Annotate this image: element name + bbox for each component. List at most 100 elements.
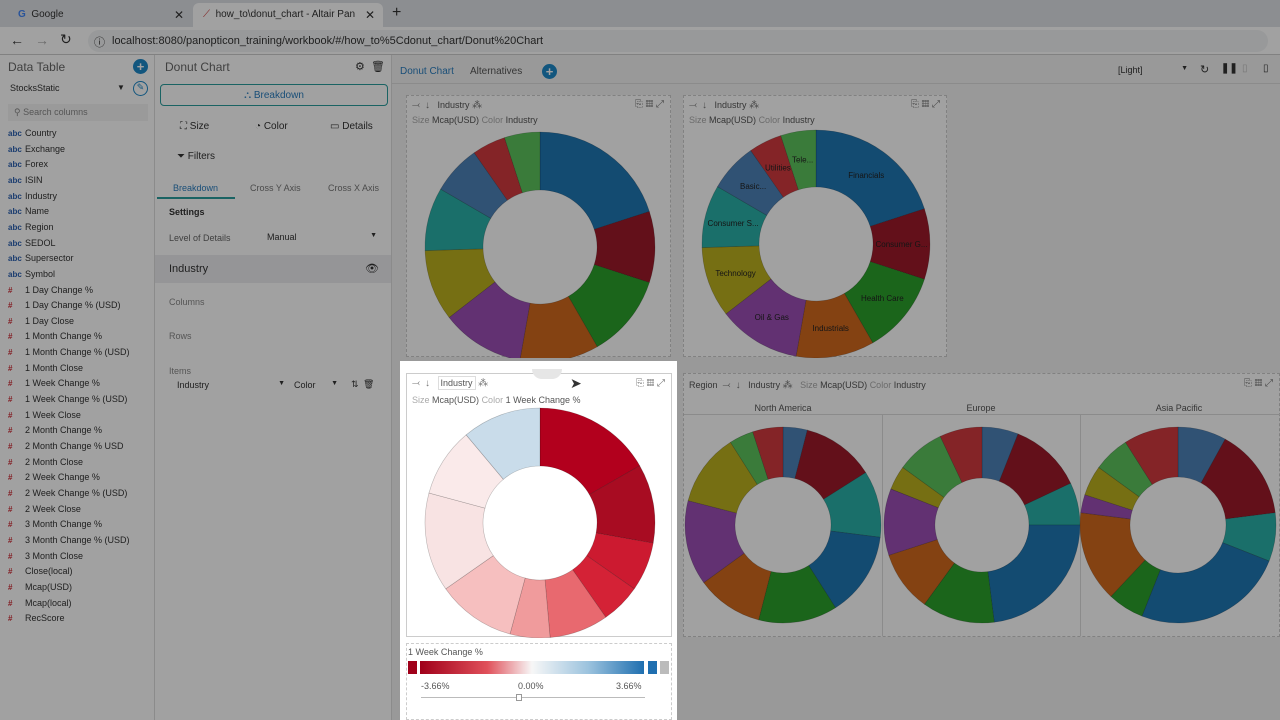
- new-tab-button[interactable]: +: [392, 4, 402, 21]
- color-field[interactable]: 1 Week Change %: [505, 395, 581, 405]
- donut-slice[interactable]: [1098, 441, 1153, 498]
- column-item[interactable]: # RecScore: [8, 613, 65, 623]
- breakdown-field[interactable]: Industry: [437, 100, 470, 110]
- expand-icon[interactable]: ⤢: [656, 99, 664, 110]
- donut-slice[interactable]: [424, 492, 494, 590]
- document-icon[interactable]: ▯: [1242, 63, 1248, 74]
- donut-slice[interactable]: [593, 211, 656, 283]
- table-icon[interactable]: ▦: [1254, 378, 1263, 389]
- column-item[interactable]: # Mcap(USD): [8, 582, 72, 592]
- color-field[interactable]: Industry: [893, 380, 926, 390]
- column-item[interactable]: #2 Month Change % USD: [8, 441, 124, 451]
- table-icon[interactable]: ▦: [646, 378, 655, 389]
- color-field[interactable]: Industry: [505, 115, 538, 125]
- scatter-icon[interactable]: ⁂: [749, 100, 760, 111]
- donut-slice[interactable]: [445, 555, 526, 635]
- donut-slice[interactable]: [815, 129, 925, 227]
- column-item[interactable]: abc Country: [8, 128, 57, 138]
- donut-slice[interactable]: [890, 466, 945, 509]
- tab-active[interactable]: ⟋ how_to\donut_chart - Altair Pan ✕: [193, 3, 383, 27]
- edit-icon[interactable]: ✎: [133, 81, 148, 96]
- column-item[interactable]: #2 Month Close: [8, 457, 83, 467]
- forward-icon[interactable]: →: [35, 32, 49, 48]
- tab-cross-y-axis[interactable]: Cross Y Axis: [250, 183, 301, 193]
- donut-slice[interactable]: [465, 407, 541, 480]
- expand-icon[interactable]: ⤢: [657, 378, 665, 389]
- theme-select[interactable]: [Light] ▼: [1118, 65, 1188, 75]
- size-field[interactable]: Mcap(USD): [432, 115, 480, 125]
- column-item[interactable]: #1 Week Change %: [8, 378, 100, 388]
- cross-x-icon[interactable]: ⤙: [412, 378, 420, 389]
- cross-x-icon[interactable]: ⤙: [412, 100, 420, 111]
- column-item[interactable]: #3 Month Change %: [8, 519, 102, 529]
- donut-slice[interactable]: [782, 426, 808, 479]
- trash-icon[interactable]: 🗑: [371, 61, 385, 73]
- expand-icon[interactable]: ⤢: [932, 99, 940, 110]
- tab-donut-chart[interactable]: Donut Chart: [400, 66, 454, 77]
- column-item[interactable]: #1 Month Change %: [8, 331, 102, 341]
- add-tab-button[interactable]: +: [542, 64, 557, 79]
- focused-donut-panel[interactable]: ⤙ ↓ Industry ⁂ Size Mcap(USD) Color 1 We…: [400, 361, 677, 720]
- donut-slice[interactable]: [1141, 542, 1270, 624]
- add-data-table-button[interactable]: +: [133, 59, 148, 74]
- donut-slice[interactable]: [750, 135, 799, 198]
- donut-slice[interactable]: [539, 131, 650, 230]
- donut-slice[interactable]: [780, 129, 817, 191]
- breakdown-field[interactable]: Industry: [748, 380, 781, 390]
- chevron-down-icon[interactable]: ▼: [117, 83, 125, 92]
- donut-slice[interactable]: [823, 472, 882, 538]
- expand-icon[interactable]: ⤢: [1265, 378, 1273, 389]
- column-item[interactable]: #1 Day Close: [8, 316, 74, 326]
- filters-button[interactable]: ⏷ Filters: [177, 151, 216, 162]
- size-field[interactable]: Mcap(USD): [820, 380, 868, 390]
- column-item[interactable]: #1 Month Change % (USD): [8, 347, 130, 357]
- donut-slice[interactable]: [473, 137, 523, 201]
- color-button[interactable]: ◔ Color: [255, 121, 288, 132]
- color-field[interactable]: Industry: [782, 115, 815, 125]
- export-icon[interactable]: ⎘: [634, 99, 643, 110]
- donut-slice[interactable]: [567, 264, 650, 348]
- donut-slice[interactable]: [752, 426, 784, 480]
- cross-y-icon[interactable]: ↓: [425, 378, 431, 389]
- donut-panel-regions[interactable]: Region ⤙ ↓ Industry ⁂ Size Mcap(USD) Col…: [683, 373, 1280, 637]
- column-item[interactable]: abc ISIN: [8, 175, 43, 185]
- breakdown-button[interactable]: ⛬ Breakdown: [160, 84, 388, 106]
- column-item[interactable]: #2 Week Close: [8, 504, 81, 514]
- donut-slice[interactable]: [1222, 512, 1277, 562]
- column-item[interactable]: # Close(local): [8, 566, 73, 576]
- donut-slice[interactable]: [544, 569, 607, 638]
- search-input[interactable]: ⚲ Search columns: [8, 104, 148, 121]
- donut-slice[interactable]: [883, 488, 939, 556]
- column-item[interactable]: abc SEDOL: [8, 238, 56, 248]
- export-icon[interactable]: ⎘: [910, 99, 919, 110]
- column-item[interactable]: abc Name: [8, 206, 49, 216]
- donut-slice[interactable]: [888, 539, 955, 605]
- donut-slice[interactable]: [1200, 438, 1276, 520]
- column-item[interactable]: #2 Month Change %: [8, 425, 102, 435]
- donut-slice[interactable]: [684, 500, 745, 584]
- column-item[interactable]: abc Exchange: [8, 144, 65, 154]
- details-button[interactable]: ▭ Details: [330, 121, 373, 132]
- donut-slice[interactable]: [1177, 426, 1226, 484]
- column-item[interactable]: #2 Week Change %: [8, 472, 100, 482]
- column-item[interactable]: #1 Month Close: [8, 363, 83, 373]
- column-item[interactable]: #2 Week Change % (USD): [8, 488, 127, 498]
- cross-y-icon[interactable]: ↓: [702, 100, 708, 111]
- donut-slice[interactable]: [1125, 426, 1179, 485]
- donut-slice[interactable]: [939, 426, 983, 483]
- close-icon[interactable]: ✕: [364, 8, 375, 22]
- legend-slider-handle[interactable]: [516, 694, 522, 701]
- table-icon[interactable]: ▦: [921, 99, 930, 110]
- donut-slice[interactable]: [504, 131, 541, 194]
- donut-slice[interactable]: [703, 552, 772, 621]
- donut-slice[interactable]: [424, 248, 496, 318]
- column-item[interactable]: #1 Day Change %: [8, 285, 93, 295]
- donut-slice[interactable]: [717, 150, 784, 216]
- export-icon[interactable]: ⎘: [1243, 378, 1252, 389]
- column-item[interactable]: # Mcap(local): [8, 598, 72, 608]
- donut-slice[interactable]: [923, 562, 995, 624]
- size-button[interactable]: ⛶ Size: [180, 121, 210, 132]
- pause-icon[interactable]: ❚❚: [1221, 63, 1238, 74]
- eye-icon[interactable]: 👁: [365, 263, 379, 275]
- column-item[interactable]: abc Supersector: [8, 253, 74, 263]
